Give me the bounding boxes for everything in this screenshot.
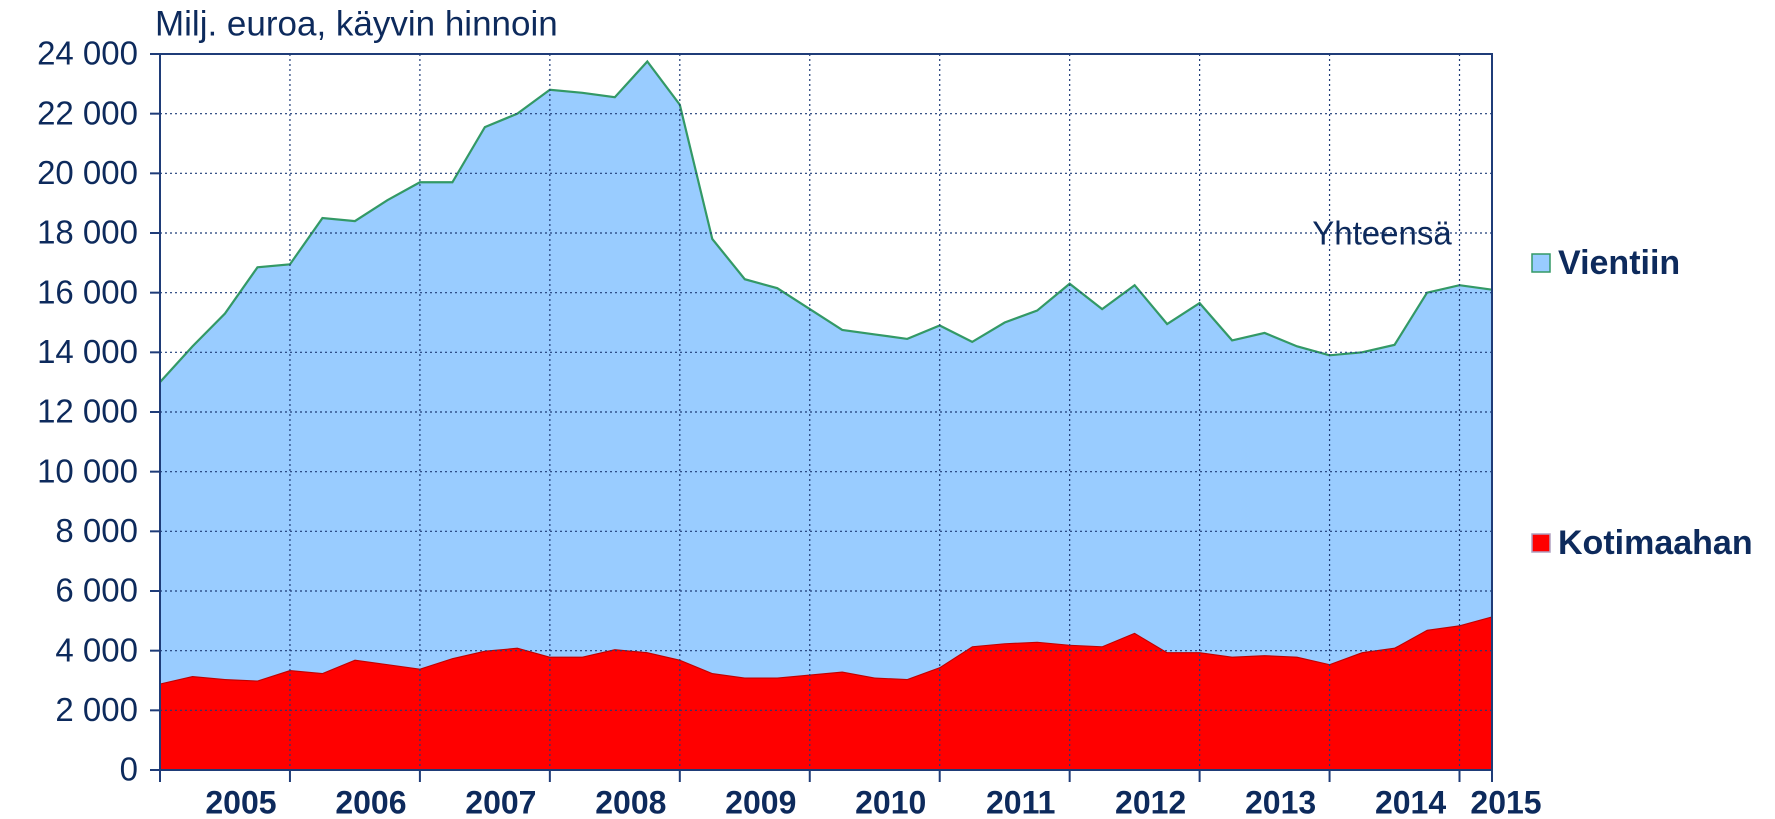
legend-label: Kotimaahan <box>1558 524 1753 562</box>
y-tick-label: 18 000 <box>37 214 138 251</box>
y-tick-label: 6 000 <box>55 572 138 609</box>
x-tick-label: 2006 <box>335 784 406 819</box>
y-tick-label: 4 000 <box>55 631 138 668</box>
y-tick-label: 10 000 <box>37 452 138 489</box>
x-tick-label: 2012 <box>1115 784 1186 819</box>
legend-swatch <box>1531 253 1551 273</box>
area-outline <box>159 59 1493 383</box>
y-tick-label: 20 000 <box>37 154 138 191</box>
legend-label: Vientiin <box>1558 244 1680 282</box>
x-tick-label: 2011 <box>986 784 1055 819</box>
y-tick-label: 14 000 <box>37 333 138 370</box>
y-tick-label: 16 000 <box>37 273 138 310</box>
x-tick-label: 2008 <box>595 784 666 819</box>
x-tick-label: 2005 <box>205 784 276 819</box>
x-tick-label: 2014 <box>1375 784 1446 819</box>
y-tick-label: 12 000 <box>37 393 138 430</box>
plot-frame <box>159 53 1493 771</box>
y-tick-label: 2 000 <box>55 691 138 728</box>
annotation: Yhteensä <box>1312 215 1452 252</box>
y-tick-label: 0 <box>120 751 138 788</box>
x-tick-label: 2007 <box>465 784 536 819</box>
legend-swatch <box>1531 533 1551 553</box>
x-tick-label: 2009 <box>725 784 796 819</box>
y-tick-label: 22 000 <box>37 94 138 131</box>
x-tick-label: 2015 <box>1470 784 1541 819</box>
area <box>160 61 1492 684</box>
area <box>160 616 1492 770</box>
x-tick-label: 2013 <box>1245 784 1316 819</box>
y-tick-label: 24 000 <box>37 35 138 72</box>
y-axis-title: Milj. euroa, käyvin hinnoin <box>155 4 558 43</box>
x-tick-label: 2010 <box>855 784 926 819</box>
y-tick-label: 8 000 <box>55 512 138 549</box>
